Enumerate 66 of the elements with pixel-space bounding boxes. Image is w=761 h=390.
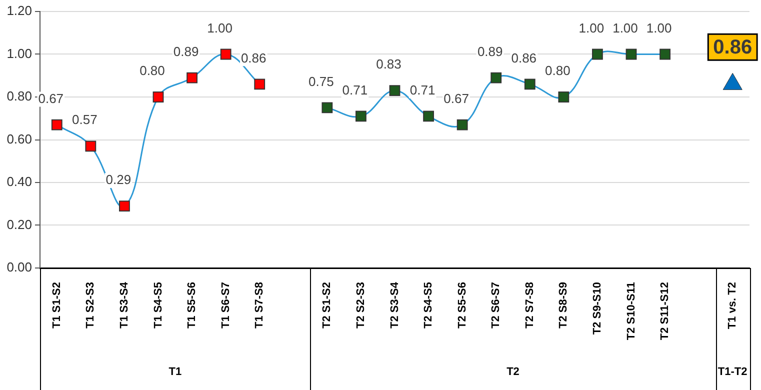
x-tick-label: T1 vs. T2 — [726, 282, 739, 330]
data-label: 0.75 — [308, 74, 334, 89]
y-tick-label: 1.00 — [6, 46, 32, 61]
point — [524, 78, 536, 90]
point — [356, 110, 366, 122]
point — [152, 92, 164, 102]
x-tick-label: T2 S6-S7 — [490, 282, 502, 328]
point — [85, 140, 96, 152]
data-label: 0.67 — [444, 90, 469, 106]
data-label: 0.89 — [477, 44, 503, 59]
x-tick-label: T2 S8-S9 — [558, 282, 570, 328]
x-tick-label: T1 S3-S4 — [118, 281, 130, 328]
x-tick-label: T2 S1-S2 — [321, 282, 334, 328]
data-label: 0.86 — [511, 50, 537, 66]
x-tick-label: T2 S9-S10 — [591, 282, 604, 335]
point — [558, 92, 570, 102]
y-tick-label: 0.20 — [6, 216, 32, 232]
x-tick-label: T1 S1-S2 — [50, 282, 63, 328]
data-label: 0.71 — [410, 82, 436, 98]
y-tick-label: 1.20 — [6, 3, 32, 18]
x-tick-label: T2 S11-S12 — [659, 282, 672, 340]
point — [389, 85, 400, 96]
data-label: 0.80 — [140, 63, 165, 78]
x-tick-label: T2 S10-S11 — [625, 282, 638, 340]
data-label: 0.57 — [72, 112, 98, 128]
data-label: 0.89 — [173, 44, 199, 59]
text: T1 — [168, 366, 182, 378]
x-tick-label: T1 S7-S8 — [254, 282, 266, 328]
data-label: 0.86 — [240, 50, 266, 66]
data-label: 0.86 — [713, 36, 752, 59]
x-tick-label: T1 S5-S6 — [186, 282, 198, 328]
y-tick-label: 0.60 — [6, 131, 32, 146]
data-label: 1.00 — [646, 20, 672, 36]
y-tick-label: 0.40 — [6, 174, 32, 190]
point — [220, 48, 232, 60]
x-tick-label: T2 S3-S4 — [388, 281, 401, 328]
data-label: 1.00 — [612, 20, 638, 36]
text: T2 — [506, 366, 520, 378]
x-tick-label: T1 S6-S7 — [220, 282, 232, 328]
point — [456, 119, 468, 130]
text: T1-T2 — [718, 366, 748, 378]
data-label: 0.67 — [38, 90, 64, 106]
x-tick-label: T1 S2-S3 — [84, 282, 97, 328]
y-tick-label: 0.80 — [6, 88, 32, 104]
point — [322, 102, 333, 114]
x-tick-label: T2 S7-S8 — [524, 282, 536, 328]
x-tick-label: T2 S5-S6 — [456, 282, 468, 328]
data-label: 1.00 — [207, 20, 232, 36]
data-label: 0.83 — [376, 56, 402, 72]
point — [51, 119, 62, 130]
x-tick-label: T2 S2-S3 — [354, 282, 367, 328]
point — [592, 48, 603, 60]
point — [254, 78, 266, 90]
point — [660, 48, 670, 60]
x-tick-label: T2 S4-S5 — [422, 282, 435, 328]
point — [423, 110, 434, 122]
point — [626, 48, 637, 60]
point — [490, 72, 502, 84]
data-label: 0.29 — [106, 172, 132, 188]
point — [119, 200, 130, 212]
data-label: 1.00 — [578, 20, 604, 36]
data-label: 0.80 — [545, 63, 570, 78]
point — [186, 72, 198, 84]
data-label: 0.71 — [342, 82, 368, 98]
x-tick-label: T1 S4-S5 — [152, 282, 164, 328]
y-tick-label: 0.00 — [6, 260, 32, 275]
